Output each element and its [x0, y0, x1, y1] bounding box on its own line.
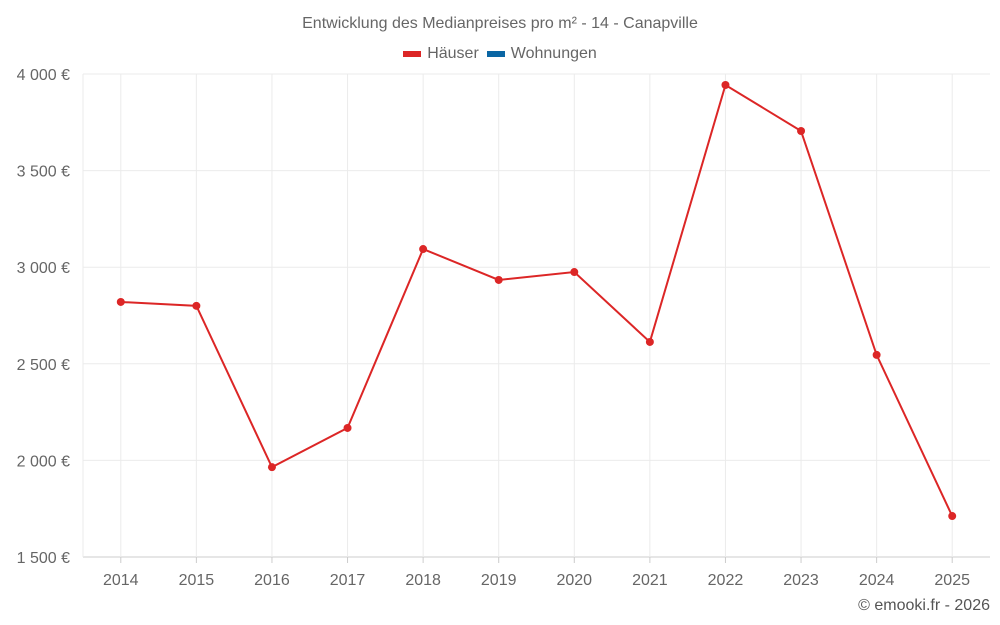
x-tick-label: 2023	[783, 572, 819, 589]
data-point	[192, 301, 201, 310]
y-tick-label: 2 000 €	[17, 453, 70, 470]
legend-label-wohnungen: Wohnungen	[510, 45, 597, 62]
data-point	[948, 512, 957, 521]
legend-swatch-wohnungen	[486, 51, 505, 57]
x-tick-label: 2024	[859, 572, 895, 589]
x-tick-label: 2017	[330, 572, 366, 589]
legend-item-wohnungen[interactable]: Wohnungen	[486, 45, 597, 63]
x-tick-label: 2018	[405, 572, 441, 589]
x-tick-label: 2016	[254, 572, 290, 589]
credit-text: © emooki.fr - 2026	[858, 597, 990, 614]
legend-item-haeuser[interactable]: Häuser	[403, 45, 479, 63]
data-point	[419, 245, 428, 254]
y-tick-label: 3 000 €	[17, 260, 70, 277]
legend-swatch-haeuser	[403, 51, 422, 57]
data-point	[267, 463, 276, 472]
x-tick-label: 2014	[103, 572, 139, 589]
x-tick-label: 2025	[934, 572, 970, 589]
x-tick-label: 2022	[708, 572, 744, 589]
data-point	[645, 337, 654, 346]
data-point	[872, 350, 881, 359]
data-point	[570, 268, 579, 277]
y-tick-label: 1 500 €	[17, 550, 70, 567]
legend-label-haeuser: Häuser	[427, 45, 479, 62]
y-tick-label: 2 500 €	[17, 357, 70, 374]
x-tick-label: 2015	[179, 572, 215, 589]
x-tick-label: 2019	[481, 572, 517, 589]
x-tick-label: 2021	[632, 572, 668, 589]
series-line-häuser	[120, 83, 954, 517]
legend: Häuser Wohnungen	[0, 45, 1000, 63]
y-tick-label: 4 000 €	[17, 67, 70, 84]
chart-title: Entwicklung des Medianpreises pro m² - 1…	[302, 15, 698, 32]
data-point	[494, 275, 503, 284]
data-point	[116, 297, 125, 306]
data-point	[797, 126, 806, 135]
data-point	[343, 423, 352, 432]
x-tick-label: 2020	[556, 572, 592, 589]
data-point	[721, 81, 730, 90]
y-tick-label: 3 500 €	[17, 164, 70, 181]
